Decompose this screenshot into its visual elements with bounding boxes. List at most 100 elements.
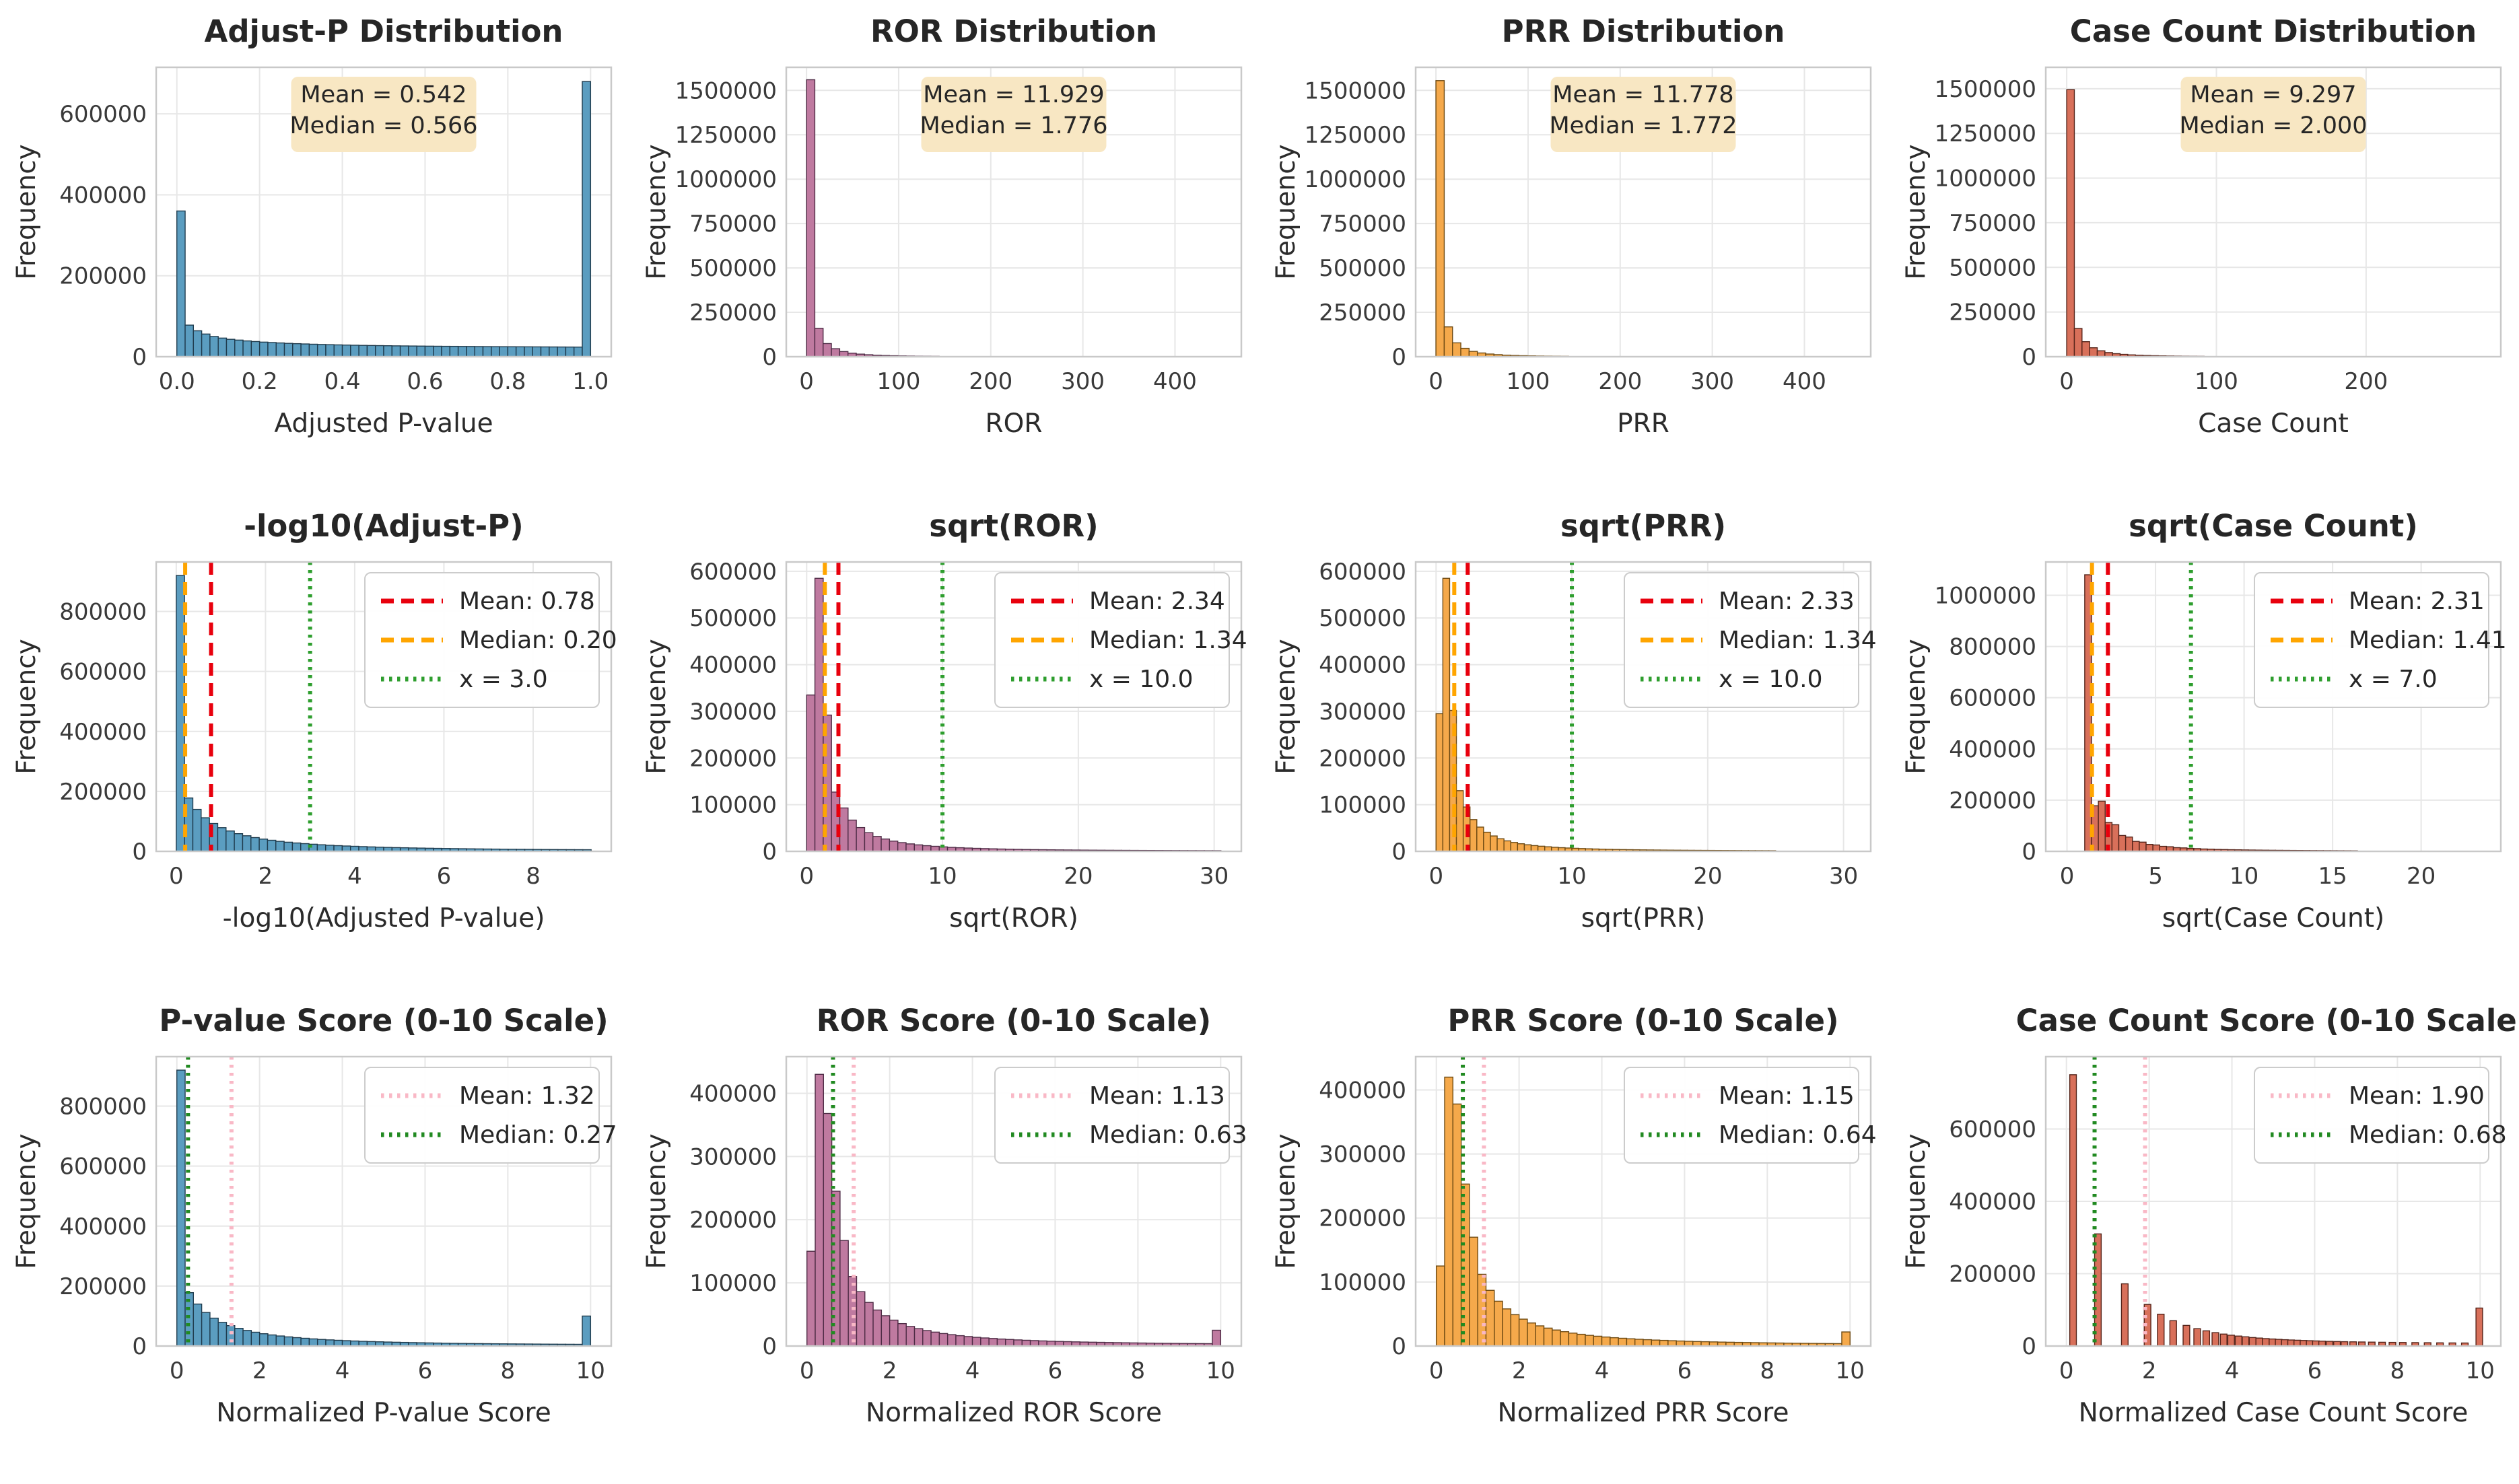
stats-annotation: Mean = 0.542 Median = 0.566 [289, 77, 478, 152]
legend-label: Mean: 1.90 [2349, 1082, 2485, 1110]
prr-distribution-chart: Mean = 11.778 Median = 1.772 0 100 200 300 400… [1271, 13, 1872, 439]
y-tick-label: 1250000 [1934, 120, 2036, 147]
x-tick-label: 0 [1428, 368, 1443, 395]
y-tick-label: 100000 [1319, 1269, 1406, 1296]
stats-annotation: Mean = 11.778 Median = 1.772 [1549, 77, 1737, 152]
y-tick-label: 300000 [689, 699, 777, 726]
y-tick-label: 1000000 [1305, 166, 1406, 193]
x-tick-label: 0.8 [489, 368, 526, 395]
neg-log10-adjust-p-chart: Mean: 0.78 Median: 0.20 x = 3.0 0 2 4 6 8 0 20000… [11, 508, 617, 933]
y-axis-label: Frequency [642, 1133, 672, 1269]
y-axis-label: Frequency [1271, 639, 1301, 774]
x-axis-label: Normalized PRR Score [1498, 1398, 1789, 1428]
x-tick-label: 20 [2407, 863, 2436, 890]
legend-label: Mean: 1.32 [459, 1082, 595, 1110]
subplot-sqrt-ror: Mean: 2.34 Median: 1.34 x = 10.0 0 10 20 30 0 10… [630, 495, 1260, 989]
x-tick-label: 0 [169, 863, 184, 890]
y-axis-label: Frequency [1901, 1133, 1931, 1269]
x-tick-label: 0 [2059, 1357, 2073, 1384]
y-tick-label: 200000 [689, 1207, 777, 1234]
x-tick-label: 0 [799, 368, 814, 395]
y-tick-label: 0 [1391, 839, 1406, 865]
x-tick-label: 100 [876, 368, 920, 395]
axes-frame [1414, 66, 1872, 358]
x-axis-label: Normalized Case Count Score [2078, 1398, 2468, 1428]
x-tick-label: 0.4 [324, 368, 361, 395]
x-tick-label: 0 [2059, 368, 2074, 395]
y-tick-label: 800000 [59, 1094, 147, 1121]
y-tick-label: 400000 [1949, 736, 2036, 763]
x-tick-label: 10 [928, 863, 957, 890]
subplot-neg-log10-adjust-p: Mean: 0.78 Median: 0.20 x = 3.0 0 2 4 6 8 0 20000… [0, 495, 630, 989]
x-axis-label: ROR [985, 409, 1042, 439]
axes-frame [155, 66, 613, 358]
y-tick-label: 250000 [1319, 299, 1406, 326]
x-tick-label: 0.0 [159, 368, 195, 395]
annotation-mean: Mean = 0.542 [300, 81, 467, 108]
axes-frame [155, 1055, 613, 1347]
legend-label: Mean: 0.78 [459, 588, 595, 615]
ror-score-chart: Mean: 1.13 Median: 0.63 0 2 4 6 8 10 0 100000 2000… [642, 1003, 1247, 1428]
x-tick-label: 2 [258, 863, 273, 890]
plot-title: ROR Score (0-10 Scale) [816, 1003, 1210, 1038]
x-tick-label: 0.2 [242, 368, 278, 395]
y-tick-label: 750000 [689, 211, 777, 238]
y-axis-label: Frequency [642, 639, 672, 774]
y-tick-label: 600000 [1319, 559, 1406, 586]
annotation-median: Median = 2.000 [2179, 112, 2367, 139]
x-axis-label: -log10(Adjusted P-value) [223, 903, 545, 933]
x-tick-label: 6 [437, 863, 452, 890]
legend: Mean: 1.90 Median: 0.68 [2253, 1067, 2506, 1164]
y-tick-label: 200000 [1949, 1261, 2036, 1288]
x-tick-label: 8 [1760, 1357, 1775, 1384]
x-tick-label: 100 [1506, 368, 1550, 395]
subplot-case-count-distribution: Mean = 9.297 Median = 2.000 0 100 200 0 250000… [1890, 0, 2519, 495]
legend-label: x = 10.0 [1719, 666, 1823, 693]
legend-label: Mean: 2.33 [1719, 588, 1855, 615]
y-tick-label: 600000 [1949, 685, 2036, 712]
y-tick-label: 600000 [689, 559, 777, 586]
y-tick-label: 0 [2022, 1333, 2036, 1360]
x-tick-label: 6 [1678, 1357, 1692, 1384]
x-tick-label: 2 [1512, 1357, 1527, 1384]
y-tick-label: 600000 [59, 101, 147, 128]
x-tick-label: 30 [1829, 863, 1858, 890]
axes-frame [2044, 66, 2501, 358]
histogram-bars [806, 1073, 1221, 1347]
x-axis-label: PRR [1617, 409, 1669, 439]
legend-label: x = 7.0 [2349, 666, 2438, 693]
sqrt-case-count-chart: Mean: 2.31 Median: 1.41 x = 7.0 0 5 10 15 20 0 20… [1901, 508, 2507, 933]
y-tick-label: 0 [132, 1333, 147, 1360]
histogram-bars [176, 81, 591, 357]
subplot-ror-score: Mean: 1.13 Median: 0.63 0 2 4 6 8 10 0 100000 2000… [630, 989, 1260, 1484]
plot-title: PRR Distribution [1502, 13, 1785, 49]
legend-label: Mean: 2.31 [2349, 588, 2485, 615]
plot-title: sqrt(ROR) [929, 508, 1098, 544]
legend: Mean: 2.33 Median: 1.34 x = 10.0 [1624, 572, 1877, 708]
y-tick-label: 1000000 [675, 166, 776, 193]
x-tick-label: 400 [1783, 368, 1826, 395]
case-count-distribution-chart: Mean = 9.297 Median = 2.000 0 100 200 0 250000… [1901, 13, 2501, 439]
annotation-mean: Mean = 9.297 [2190, 81, 2356, 108]
x-tick-label: 100 [2195, 368, 2238, 395]
y-tick-label: 250000 [1949, 299, 2036, 326]
y-tick-label: 200000 [59, 779, 147, 806]
x-tick-label: 6 [2307, 1357, 2322, 1384]
x-tick-label: 10 [2465, 1357, 2494, 1384]
plot-title: Case Count Score (0-10 Scale) [2015, 1003, 2519, 1038]
x-tick-label: 10 [1836, 1357, 1865, 1384]
x-tick-label: 200 [1598, 368, 1642, 395]
annotation-median: Median = 1.772 [1549, 112, 1737, 139]
y-axis-label: Frequency [642, 144, 672, 279]
x-tick-label: 0 [799, 863, 814, 890]
plot-title: Adjust-P Distribution [205, 13, 563, 49]
y-tick-label: 0 [762, 344, 777, 371]
legend: Mean: 2.34 Median: 1.34 x = 10.0 [994, 572, 1247, 708]
y-tick-label: 750000 [1949, 210, 2036, 237]
x-tick-label: 1.0 [572, 368, 609, 395]
plot-title: P-value Score (0-10 Scale) [159, 1003, 608, 1038]
x-axis-label: Adjusted P-value [274, 409, 493, 439]
axes-frame [1414, 561, 1872, 853]
x-tick-label: 4 [347, 863, 362, 890]
subplot-adjust-p-distribution: Mean = 0.542 Median = 0.566 0.0 0.2 0.4 0.6 0.… [0, 0, 630, 495]
